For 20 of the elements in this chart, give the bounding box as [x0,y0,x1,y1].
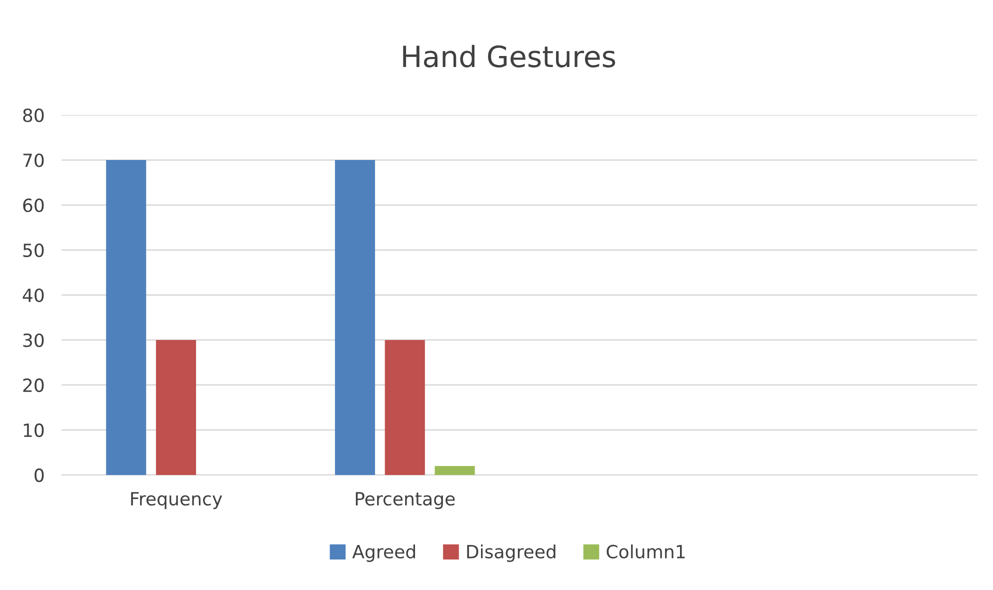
bar [434,466,475,475]
chart-title: Hand Gestures [403,44,616,68]
x-tick-label: Frequency [131,492,222,510]
y-tick-label: 60 [23,198,44,212]
bar [334,160,376,475]
bar [156,340,196,475]
y-tick-label: 10 [24,423,44,438]
x-tick-label: Percentage [356,492,455,510]
y-tick-label: 20 [23,378,44,392]
legend-label: Disagreed [467,544,556,562]
y-tick-label: 50 [23,243,44,258]
bar [106,160,146,475]
y-tick-label: 30 [23,333,44,348]
y-tick-label: 70 [23,153,44,168]
legend-label: Agreed [352,544,416,562]
y-tick-label: 0 [34,468,44,482]
legend-label: Column1 [606,544,685,558]
bar [384,340,425,475]
y-tick-label: 80 [23,108,44,122]
y-tick-label: 40 [22,288,44,302]
